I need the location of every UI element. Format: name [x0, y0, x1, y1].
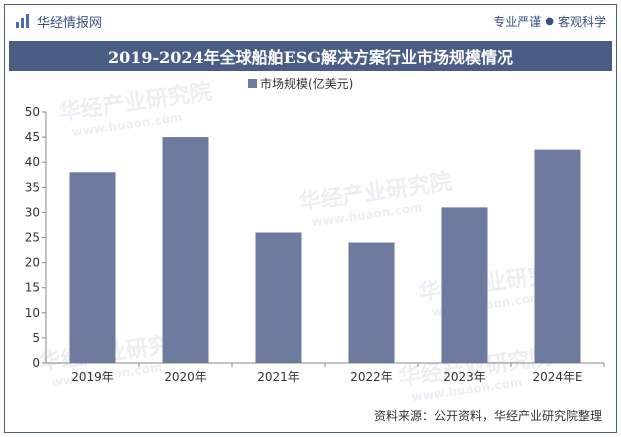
bar	[162, 137, 209, 363]
y-tick-label: 20	[25, 256, 40, 270]
x-tick-label: 2024年E	[532, 370, 582, 384]
chart-title: 2019-2024年全球船舶ESG解决方案行业市场规模情况	[9, 41, 612, 71]
y-tick-label: 50	[25, 105, 40, 119]
y-tick-label: 5	[32, 331, 40, 345]
y-tick-label: 30	[25, 205, 40, 219]
tagline: 专业严谨 ● 客观科学	[493, 13, 606, 30]
y-tick-label: 35	[25, 180, 40, 194]
x-tick-label: 2022年	[350, 370, 393, 384]
brand: 华经情报网	[15, 12, 102, 31]
y-tick-label: 15	[25, 281, 40, 295]
y-tick-label: 10	[25, 306, 40, 320]
bullet-icon: ●	[545, 15, 554, 27]
y-tick-label: 40	[25, 155, 40, 169]
y-tick-label: 45	[25, 130, 40, 144]
bar	[69, 172, 116, 363]
x-tick-label: 2023年	[443, 370, 486, 384]
x-tick-label: 2021年	[257, 370, 300, 384]
x-tick-label: 2020年	[164, 370, 207, 384]
legend-swatch	[248, 79, 257, 88]
source-note: 资料来源：公开资料，华经产业研究院整理	[373, 409, 602, 423]
bar	[441, 207, 488, 363]
x-tick-label: 2019年	[71, 370, 114, 384]
legend-label: 市场规模(亿美元)	[260, 76, 353, 91]
brand-name: 华经情报网	[37, 15, 103, 31]
bar	[255, 232, 302, 363]
y-tick-label: 0	[32, 356, 40, 370]
tagline-left: 专业严谨	[493, 14, 542, 29]
bar-chart-logo-icon	[15, 13, 31, 29]
y-tick-label: 25	[25, 231, 40, 245]
tagline-right: 客观科学	[557, 14, 606, 29]
bar	[534, 149, 581, 363]
bar	[348, 242, 395, 363]
top-bar: 华经情报网 专业严谨 ● 客观科学	[5, 5, 616, 37]
